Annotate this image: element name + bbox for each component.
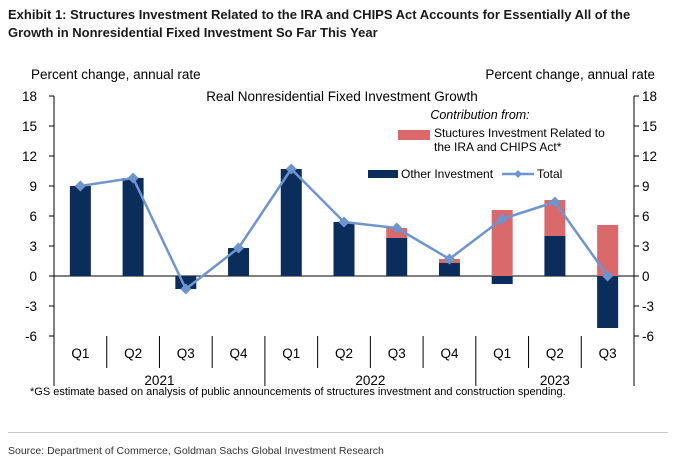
chart-title: Real Nonresidential Fixed Investment Gro… xyxy=(206,89,478,104)
y-tick-label-right: 12 xyxy=(642,149,657,164)
legend-total-label: Total xyxy=(537,167,562,181)
bar-other-investment xyxy=(597,276,619,328)
year-label: 2022 xyxy=(355,373,385,388)
axes-layer xyxy=(49,95,639,386)
bar-structures-investment xyxy=(491,210,513,276)
x-tick-label: Q2 xyxy=(124,346,142,361)
bar-other-investment xyxy=(228,248,250,276)
y-tick-label-right: 15 xyxy=(642,119,657,134)
legend-contribution-header: Contribution from: xyxy=(430,108,529,122)
x-tick-label: Q1 xyxy=(493,346,511,361)
legend-total-marker xyxy=(514,170,522,178)
bar-other-investment xyxy=(333,222,355,276)
total-point xyxy=(496,213,508,225)
legend-structures-label-line1: Stuctures Investment Related to xyxy=(434,126,605,140)
total-point xyxy=(443,253,455,265)
exhibit-title: Exhibit 1: Structures Investment Related… xyxy=(8,7,631,40)
y-tick-label-left: 15 xyxy=(22,119,37,134)
bar-other-investment xyxy=(280,169,302,276)
year-label: 2023 xyxy=(540,373,570,388)
y-tick-label-right: -3 xyxy=(642,299,654,314)
bars-layer xyxy=(69,169,619,328)
year-label: 2021 xyxy=(144,373,174,388)
y-axis-label-left: Percent change, annual rate xyxy=(31,67,201,82)
bar-structures-investment xyxy=(597,225,619,276)
bar-other-investment xyxy=(122,178,144,276)
footnote: *GS estimate based on analysis of public… xyxy=(30,386,566,398)
legend-structures-label-line2: the IRA and CHIPS Act* xyxy=(434,140,562,154)
total-point xyxy=(391,222,403,234)
x-tick-label: Q3 xyxy=(599,346,617,361)
legend-other: Other Investment xyxy=(368,167,494,181)
y-tick-label-right: 6 xyxy=(642,209,650,224)
legend-structures-swatch xyxy=(398,130,430,140)
y-tick-label-left: 12 xyxy=(22,149,37,164)
y-tick-label-left: 3 xyxy=(29,239,37,254)
y-tick-label-right: 18 xyxy=(642,89,657,104)
divider xyxy=(8,432,668,433)
labels-layer: -6 -6 -3 -3 0 0 3 3 6 6 9 9 12 12 15 15 18 18 Q1 Q2 Q3 Q4 Q1 Q2… xyxy=(22,89,657,388)
chart: -6 -6 -3 -3 0 0 3 3 6 6 9 9 12 12 15 15 18 18 Q1 Q2 Q3 Q4 Q1 Q2… xyxy=(22,67,657,388)
total-point xyxy=(74,180,86,192)
bar-other-investment xyxy=(544,236,566,276)
x-tick-label: Q2 xyxy=(335,346,353,361)
x-tick-label: Q3 xyxy=(177,346,195,361)
total-point xyxy=(285,163,297,175)
legend-other-label: Other Investment xyxy=(401,167,494,181)
y-tick-label-right: -6 xyxy=(642,329,654,344)
y-tick-label-left: -3 xyxy=(25,299,37,314)
total-point xyxy=(127,172,139,184)
x-tick-label: Q1 xyxy=(71,346,89,361)
total-point xyxy=(338,216,350,228)
total-point xyxy=(549,196,561,208)
bar-other-investment xyxy=(438,263,460,276)
x-tick-label: Q1 xyxy=(282,346,300,361)
y-tick-label-left: 0 xyxy=(29,269,37,284)
y-tick-label-left: -6 xyxy=(25,329,37,344)
total-point xyxy=(233,242,245,254)
source-note: Source: Department of Commerce, Goldman … xyxy=(8,445,384,457)
legend-structures: Stuctures Investment Related to the IRA … xyxy=(398,126,605,154)
x-tick-label: Q2 xyxy=(546,346,564,361)
y-tick-label-right: 0 xyxy=(642,269,650,284)
total-point xyxy=(180,283,192,295)
bar-other-investment xyxy=(491,276,513,284)
legend-other-swatch xyxy=(368,170,398,178)
y-axis-label-right: Percent change, annual rate xyxy=(485,67,655,82)
y-tick-label-left: 9 xyxy=(29,179,37,194)
bar-other-investment xyxy=(386,238,408,276)
y-tick-label-right: 3 xyxy=(642,239,650,254)
total-line-layer xyxy=(74,163,614,295)
y-tick-label-right: 9 xyxy=(642,179,650,194)
y-tick-label-left: 6 xyxy=(29,209,37,224)
total-point xyxy=(602,270,614,282)
x-tick-label: Q4 xyxy=(230,346,249,361)
bar-other-investment xyxy=(69,186,91,276)
x-tick-label: Q4 xyxy=(440,346,459,361)
y-tick-label-left: 18 xyxy=(22,89,37,104)
legend-total: Total xyxy=(502,167,562,181)
x-tick-label: Q3 xyxy=(388,346,406,361)
